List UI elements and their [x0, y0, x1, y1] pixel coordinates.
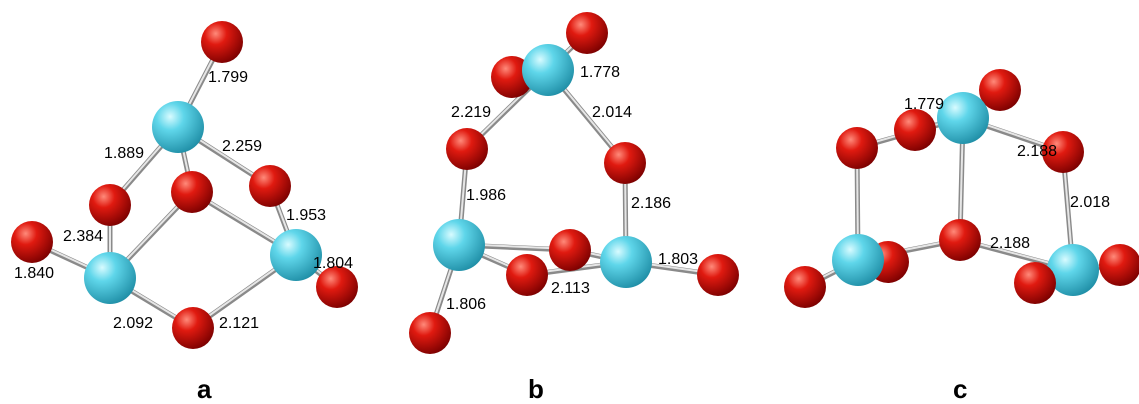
bond-length: 2.014: [592, 104, 632, 121]
bond-length: 2.018: [1070, 194, 1110, 211]
oxygen-atom: [409, 312, 451, 354]
atoms: [11, 12, 1139, 354]
oxygen-atom: [11, 221, 53, 263]
bond-length: 1.804: [313, 255, 353, 272]
bond-length: 2.186: [631, 195, 671, 212]
oxygen-atom: [939, 219, 981, 261]
oxygen-atom: [506, 254, 548, 296]
molecule-figure: 1.799 1.889 2.259 1.953 2.384 1.840 1.80…: [0, 0, 1139, 404]
oxygen-atom: [172, 307, 214, 349]
metal-atom: [84, 252, 136, 304]
bond-length: 1.806: [446, 296, 486, 313]
metal-atom: [832, 234, 884, 286]
oxygen-atom: [697, 254, 739, 296]
bond-length: 2.188: [1017, 143, 1057, 160]
oxygen-atom: [1014, 262, 1056, 304]
panel-label: b: [528, 374, 544, 404]
bond-length: 1.889: [104, 145, 144, 162]
metal-atom: [152, 101, 204, 153]
bond-length: 2.121: [219, 315, 259, 332]
oxygen-atom: [201, 21, 243, 63]
bond-length: 1.799: [208, 69, 248, 86]
panel-label: c: [953, 374, 967, 404]
bond-length: 2.188: [990, 235, 1030, 252]
oxygen-atom: [836, 127, 878, 169]
bond-length: 2.113: [551, 280, 590, 297]
oxygen-atom: [784, 266, 826, 308]
bond-length: 1.953: [286, 207, 326, 224]
bond-length: 2.092: [113, 315, 153, 332]
bond-length: 1.778: [580, 64, 620, 81]
oxygen-atom: [316, 266, 358, 308]
oxygen-atom: [549, 229, 591, 271]
bond-length: 2.259: [222, 138, 262, 155]
bond-length: 2.219: [451, 104, 491, 121]
panel-label: a: [197, 374, 212, 404]
bond-length: 2.384: [63, 228, 103, 245]
oxygen-atom: [1099, 244, 1139, 286]
oxygen-atom: [604, 142, 646, 184]
metal-atom: [522, 44, 574, 96]
metal-atom: [433, 219, 485, 271]
oxygen-atom: [894, 109, 936, 151]
oxygen-atom: [249, 165, 291, 207]
metal-atom: [600, 236, 652, 288]
oxygen-atom: [89, 184, 131, 226]
oxygen-atom: [566, 12, 608, 54]
bond-length: 1.986: [466, 187, 506, 204]
oxygen-atom: [446, 128, 488, 170]
metal-atom: [937, 92, 989, 144]
bond-length: 1.779: [904, 96, 944, 113]
bond-length: 1.840: [14, 265, 54, 282]
bond-length: 1.803: [658, 251, 698, 268]
oxygen-atom: [171, 171, 213, 213]
